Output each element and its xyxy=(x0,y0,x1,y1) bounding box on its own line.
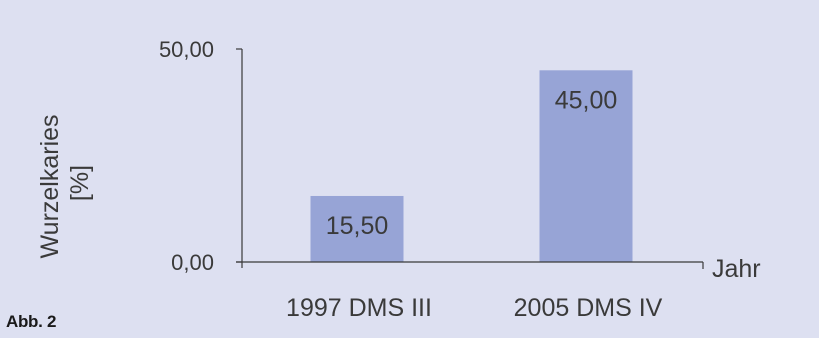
x-category-label: 2005 DMS IV xyxy=(514,294,663,322)
y-axis-title: Wurzelkaries [%] xyxy=(36,108,94,259)
y-ticks-layer: 0,00 50,00 xyxy=(159,37,242,275)
labels-layer: 15,50 1997 DMS III 45,00 2005 DMS IV xyxy=(286,86,663,322)
figure-label: Abb. 2 xyxy=(6,312,57,331)
y-tick-label: 50,00 xyxy=(159,37,214,62)
bars-layer xyxy=(310,70,633,262)
y-axis-title-line-1: Wurzelkaries xyxy=(36,114,64,258)
bar-value-label: 15,50 xyxy=(326,212,389,240)
x-category-label: 1997 DMS III xyxy=(286,294,432,322)
y-axis-title-line-2: [%] xyxy=(66,165,94,201)
bar xyxy=(310,195,404,262)
x-axis-title: Jahr xyxy=(712,255,761,283)
y-tick-label: 0,00 xyxy=(171,250,214,275)
bar-value-label: 45,00 xyxy=(555,86,618,114)
bar xyxy=(539,70,633,262)
